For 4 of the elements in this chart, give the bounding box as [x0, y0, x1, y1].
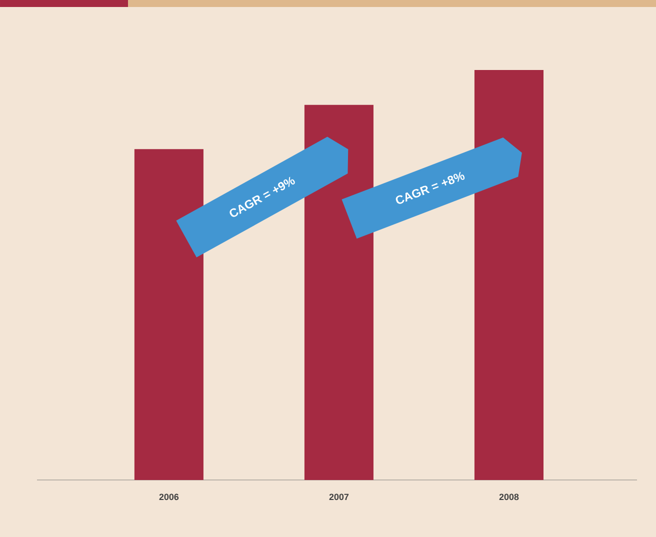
- x-tick-label: 2008: [499, 494, 519, 500]
- x-tick-label: 2007: [329, 494, 349, 500]
- annotation: CAGR = +8%: [396, 172, 465, 204]
- x-tick-label: 2006: [159, 494, 179, 500]
